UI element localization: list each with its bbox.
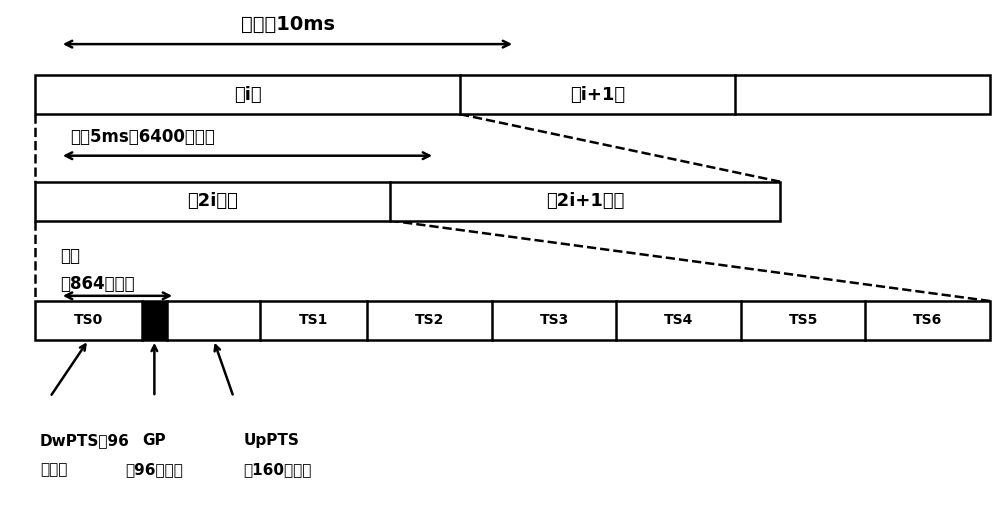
Text: UpPTS: UpPTS [244, 433, 299, 448]
Text: TS6: TS6 [913, 313, 942, 327]
Bar [35, 75, 990, 114]
Text: GP: GP [143, 433, 166, 448]
Text: TS3: TS3 [540, 313, 569, 327]
Text: （160码片）: （160码片） [244, 462, 312, 477]
Text: 码片）: 码片） [40, 462, 67, 477]
Bar [142, 301, 167, 340]
Text: TS4: TS4 [664, 313, 693, 327]
Text: （96码片）: （96码片） [125, 462, 183, 477]
Text: 第i帧: 第i帧 [234, 86, 261, 104]
Text: TS0: TS0 [74, 313, 103, 327]
Bar [35, 182, 780, 221]
Bar [35, 301, 990, 340]
Text: TS1: TS1 [299, 313, 329, 327]
Text: 子帧5ms（6400码片）: 子帧5ms（6400码片） [70, 128, 215, 146]
Text: DwPTS（96: DwPTS（96 [40, 433, 130, 448]
Text: （864码片）: （864码片） [60, 275, 135, 293]
Text: TS5: TS5 [789, 313, 818, 327]
Text: 第i+1帧: 第i+1帧 [570, 86, 625, 104]
Text: 时隙: 时隙 [60, 247, 80, 265]
Text: 无线帧10ms: 无线帧10ms [240, 15, 334, 34]
Text: TS2: TS2 [415, 313, 444, 327]
Text: 第2i+1子帧: 第2i+1子帧 [546, 192, 624, 210]
Text: 第2i子帧: 第2i子帧 [187, 192, 238, 210]
